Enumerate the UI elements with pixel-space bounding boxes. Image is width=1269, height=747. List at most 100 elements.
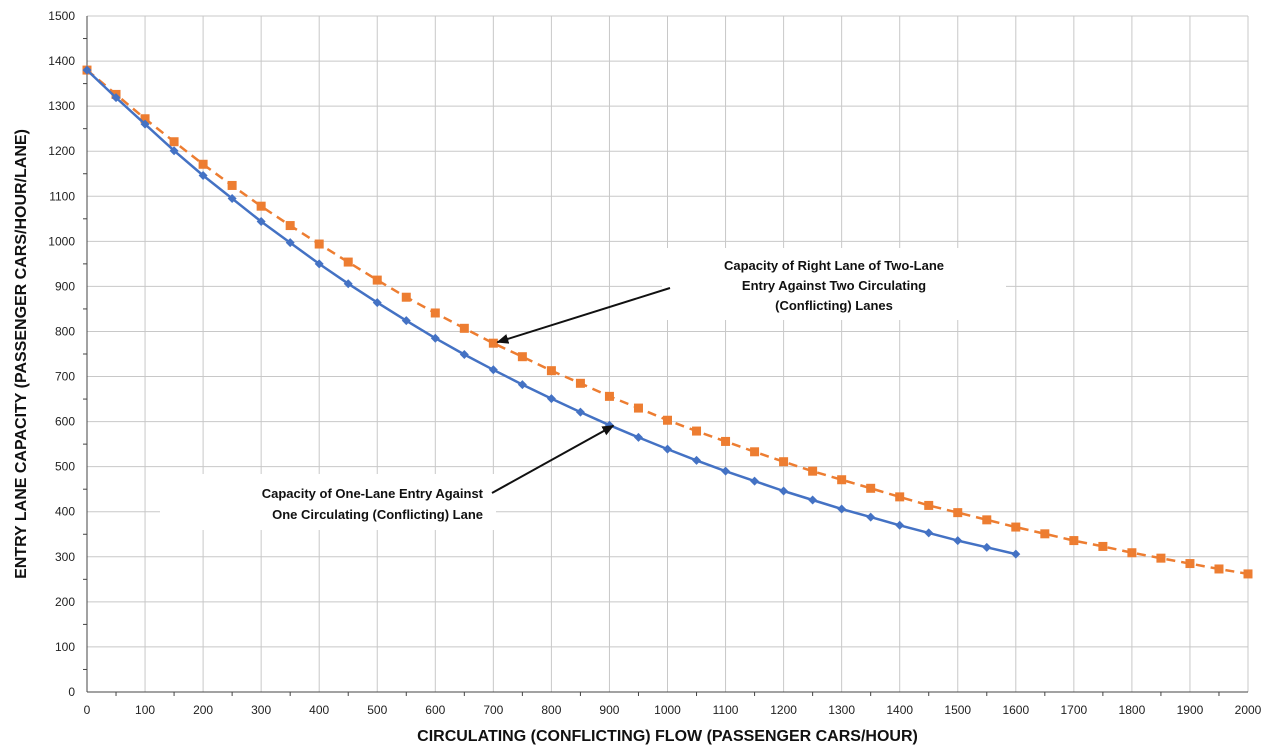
y-tick-labels: 0 100 200 300 400 500 600 700 800 900 1000 1100 1200… (48, 9, 75, 699)
series-1-point-19 (633, 403, 643, 413)
series-1-point-22 (721, 436, 731, 446)
x-tick-label-8: 800 (541, 703, 561, 717)
x-tick-label-6: 600 (425, 703, 445, 717)
series-0-point-30 (953, 536, 963, 546)
series-0-point-23 (750, 476, 760, 486)
series-0-point-3 (169, 146, 179, 156)
series-0-point-32 (1011, 549, 1021, 559)
series-1-point-11 (401, 292, 411, 302)
series-1-point-10 (372, 275, 382, 285)
series-1-point-20 (663, 415, 672, 425)
series-1-point-35 (1098, 541, 1108, 551)
annotation-0-line-1: Entry Against Two Circulating (742, 278, 926, 293)
y-axis-title: ENTRY LANE CAPACITY (PASSENGER CARS/HOUR… (13, 129, 30, 579)
series-0-point-17 (575, 407, 585, 417)
series-1-point-29 (924, 500, 934, 510)
x-tick-label-20: 2000 (1235, 703, 1262, 717)
series-1-point-9 (343, 257, 353, 267)
series-0-point-22 (721, 466, 731, 476)
annotation-1: Capacity of One-Lane Entry Against One Ci… (160, 424, 615, 530)
annotation-0-arrow (496, 287, 671, 344)
series-1-point-24 (779, 457, 789, 467)
series-1-point-26 (837, 475, 847, 485)
axes (83, 16, 1248, 696)
y-tick-label-5: 500 (55, 460, 75, 474)
x-tick-label-9: 900 (599, 703, 619, 717)
series-0-point-6 (256, 217, 266, 227)
y-tick-label-0: 0 (68, 685, 75, 699)
annotation-1-line-0: Capacity of One-Lane Entry Against (262, 486, 484, 501)
x-tick-label-19: 1900 (1177, 703, 1204, 717)
series-1-point-15 (517, 352, 527, 362)
series-0-point-2 (140, 119, 150, 129)
series-1-point-34 (1069, 536, 1079, 546)
x-axis-title: CIRCULATING (CONFLICTING) FLOW (PASSENGE… (417, 728, 918, 745)
series-1-point-23 (750, 447, 760, 457)
series-1-point-38 (1185, 559, 1195, 569)
series-1-point-16 (546, 366, 556, 376)
x-tick-label-1: 100 (135, 703, 155, 717)
series-1-point-39 (1214, 564, 1224, 574)
y-tick-label-2: 200 (55, 595, 75, 609)
x-tick-label-11: 1100 (713, 703, 739, 717)
x-tick-label-18: 1800 (1119, 703, 1146, 717)
y-tick-label-7: 700 (55, 370, 75, 384)
series-1-point-7 (285, 221, 295, 231)
x-tick-label-7: 700 (483, 703, 503, 717)
series-0-point-8 (314, 259, 324, 269)
y-tick-label-13: 1300 (48, 99, 75, 113)
x-tick-label-15: 1500 (944, 703, 971, 717)
series-0-point-1 (111, 93, 121, 103)
series-0-point-10 (372, 298, 382, 308)
series-0-point-7 (285, 238, 295, 248)
series-group (82, 65, 1253, 579)
series-1-point-4 (198, 159, 208, 169)
series-1-point-36 (1127, 548, 1137, 558)
series-0-point-0 (82, 65, 92, 75)
annotation-0-line-2: (Conflicting) Lanes (775, 298, 893, 313)
series-1-point-17 (575, 378, 585, 388)
y-tick-label-1: 100 (55, 640, 75, 654)
series-0-point-16 (546, 394, 556, 404)
x-tick-label-13: 1300 (828, 703, 855, 717)
annotations: Capacity of Right Lane of Two-Lane Entry … (160, 248, 1006, 530)
y-tick-label-11: 1100 (49, 189, 75, 203)
series-1-point-14 (488, 338, 498, 348)
series-1-point-27 (866, 483, 876, 493)
x-tick-label-17: 1700 (1060, 703, 1087, 717)
series-0-point-9 (343, 279, 353, 289)
series-0-point-31 (982, 542, 992, 552)
series-1-point-6 (256, 201, 266, 211)
x-tick-label-5: 500 (367, 703, 387, 717)
x-tick-label-2: 200 (193, 703, 213, 717)
series-1-point-30 (953, 508, 963, 518)
x-tick-label-3: 300 (251, 703, 271, 717)
x-tick-label-10: 1000 (654, 703, 681, 717)
grid (86, 15, 1249, 693)
y-tick-label-9: 900 (55, 279, 75, 293)
series-1-point-12 (430, 308, 440, 318)
x-tick-labels: 0 100 200 300 400 500 600 700 800 900 1000 1100 1200… (84, 703, 1262, 717)
y-tick-label-8: 800 (55, 324, 75, 338)
series-1-point-5 (227, 180, 237, 190)
annotation-0: Capacity of Right Lane of Two-Lane Entry … (496, 248, 1006, 344)
y-tick-label-14: 1400 (48, 54, 75, 68)
series-1-point-2 (140, 114, 150, 124)
x-tick-label-12: 1200 (770, 703, 797, 717)
x-tick-label-4: 400 (309, 703, 329, 717)
series-0-point-29 (924, 528, 934, 538)
x-tick-label-14: 1400 (886, 703, 913, 717)
y-tick-label-12: 1200 (48, 144, 75, 158)
series-0-point-15 (517, 380, 527, 390)
series-1-point-18 (604, 391, 614, 401)
series-0-point-14 (488, 365, 498, 375)
series-0-point-19 (633, 432, 643, 442)
series-1-point-31 (982, 515, 992, 525)
y-tick-label-4: 400 (55, 505, 75, 519)
series-0-point-26 (837, 504, 847, 514)
series-0 (82, 65, 1021, 559)
series-0-point-27 (866, 512, 876, 522)
series-0-point-13 (459, 349, 469, 359)
